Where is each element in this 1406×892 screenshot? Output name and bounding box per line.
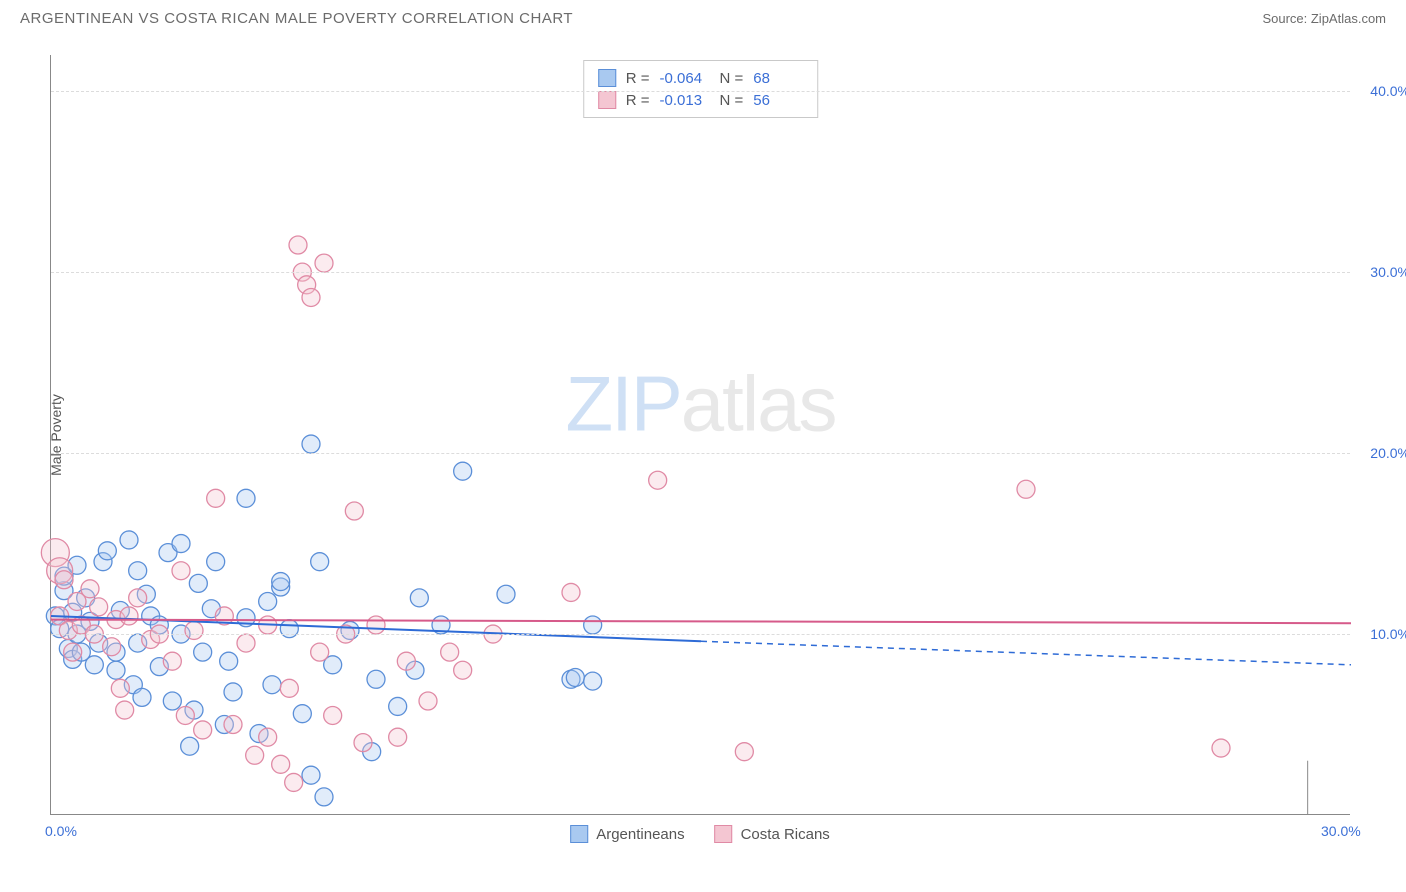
scatter-point[interactable]: [172, 535, 190, 553]
scatter-point[interactable]: [311, 553, 329, 571]
y-tick-label: 40.0%: [1355, 83, 1406, 99]
legend-square-costaricans-bottom: [715, 825, 733, 843]
scatter-point[interactable]: [172, 562, 190, 580]
scatter-point[interactable]: [181, 737, 199, 755]
scatter-point[interactable]: [324, 706, 342, 724]
scatter-point[interactable]: [237, 634, 255, 652]
chart-container: Male Poverty ZIPatlas R = -0.064 N = 68 …: [50, 55, 1350, 815]
scatter-point[interactable]: [454, 462, 472, 480]
grid-line: [51, 272, 1350, 273]
scatter-point[interactable]: [120, 531, 138, 549]
scatter-point[interactable]: [103, 638, 121, 656]
scatter-point[interactable]: [163, 692, 181, 710]
scatter-point[interactable]: [272, 755, 290, 773]
scatter-point[interactable]: [735, 743, 753, 761]
scatter-point[interactable]: [285, 773, 303, 791]
scatter-point[interactable]: [419, 692, 437, 710]
scatter-point[interactable]: [345, 502, 363, 520]
scatter-point[interactable]: [302, 288, 320, 306]
scatter-point[interactable]: [194, 721, 212, 739]
scatter-point[interactable]: [562, 583, 580, 601]
y-tick-label: 20.0%: [1355, 445, 1406, 461]
x-tick-label: 0.0%: [45, 823, 77, 839]
scatter-point[interactable]: [224, 716, 242, 734]
scatter-point[interactable]: [311, 643, 329, 661]
scatter-point[interactable]: [189, 574, 207, 592]
legend-item-costaricans: Costa Ricans: [715, 825, 830, 843]
scatter-point[interactable]: [107, 661, 125, 679]
grid-line: [51, 453, 1350, 454]
trend-line-dashed: [701, 641, 1351, 665]
scatter-point[interactable]: [185, 621, 203, 639]
bottom-legend: Argentineans Costa Ricans: [570, 825, 830, 843]
scatter-point[interactable]: [367, 670, 385, 688]
chart-source: Source: ZipAtlas.com: [1262, 11, 1386, 26]
scatter-point[interactable]: [410, 589, 428, 607]
scatter-point[interactable]: [55, 571, 73, 589]
scatter-point[interactable]: [81, 580, 99, 598]
scatter-point[interactable]: [272, 573, 290, 591]
scatter-point[interactable]: [289, 236, 307, 254]
chart-title: ARGENTINEAN VS COSTA RICAN MALE POVERTY …: [20, 10, 573, 27]
scatter-point[interactable]: [98, 542, 116, 560]
scatter-point[interactable]: [133, 688, 151, 706]
scatter-point[interactable]: [176, 706, 194, 724]
y-tick-label: 10.0%: [1355, 626, 1406, 642]
scatter-point[interactable]: [259, 592, 277, 610]
chart-svg: [51, 55, 1351, 815]
scatter-point[interactable]: [220, 652, 238, 670]
plot-area: ZIPatlas R = -0.064 N = 68 R = -0.013 N …: [50, 55, 1350, 815]
grid-line: [51, 634, 1350, 635]
scatter-point[interactable]: [354, 734, 372, 752]
grid-line: [51, 91, 1350, 92]
scatter-point[interactable]: [263, 676, 281, 694]
scatter-point[interactable]: [194, 643, 212, 661]
scatter-point[interactable]: [120, 607, 138, 625]
scatter-point[interactable]: [207, 553, 225, 571]
scatter-point[interactable]: [259, 728, 277, 746]
scatter-point[interactable]: [293, 705, 311, 723]
y-tick-label: 30.0%: [1355, 264, 1406, 280]
scatter-point[interactable]: [116, 701, 134, 719]
chart-header: ARGENTINEAN VS COSTA RICAN MALE POVERTY …: [0, 0, 1406, 27]
scatter-point[interactable]: [163, 652, 181, 670]
scatter-point[interactable]: [90, 598, 108, 616]
scatter-point[interactable]: [441, 643, 459, 661]
scatter-point[interactable]: [207, 489, 225, 507]
scatter-point[interactable]: [246, 746, 264, 764]
scatter-point[interactable]: [237, 489, 255, 507]
legend-label-argentineans: Argentineans: [596, 826, 684, 843]
scatter-point[interactable]: [584, 672, 602, 690]
legend-label-costaricans: Costa Ricans: [741, 826, 830, 843]
scatter-point[interactable]: [315, 254, 333, 272]
x-tick-label: 30.0%: [1321, 823, 1361, 839]
scatter-point[interactable]: [1212, 739, 1230, 757]
scatter-point[interactable]: [85, 656, 103, 674]
scatter-point[interactable]: [224, 683, 242, 701]
scatter-point[interactable]: [315, 788, 333, 806]
scatter-point[interactable]: [64, 643, 82, 661]
scatter-point[interactable]: [1017, 480, 1035, 498]
legend-square-argentineans-bottom: [570, 825, 588, 843]
scatter-point[interactable]: [129, 562, 147, 580]
scatter-point[interactable]: [302, 435, 320, 453]
legend-item-argentineans: Argentineans: [570, 825, 684, 843]
scatter-point[interactable]: [497, 585, 515, 603]
scatter-point[interactable]: [584, 616, 602, 634]
scatter-point[interactable]: [649, 471, 667, 489]
scatter-point[interactable]: [302, 766, 320, 784]
scatter-point[interactable]: [389, 728, 407, 746]
scatter-point[interactable]: [454, 661, 472, 679]
scatter-point[interactable]: [367, 616, 385, 634]
scatter-point[interactable]: [111, 679, 129, 697]
scatter-point[interactable]: [397, 652, 415, 670]
scatter-point[interactable]: [389, 697, 407, 715]
scatter-point[interactable]: [566, 668, 584, 686]
scatter-point[interactable]: [280, 679, 298, 697]
scatter-point[interactable]: [129, 589, 147, 607]
